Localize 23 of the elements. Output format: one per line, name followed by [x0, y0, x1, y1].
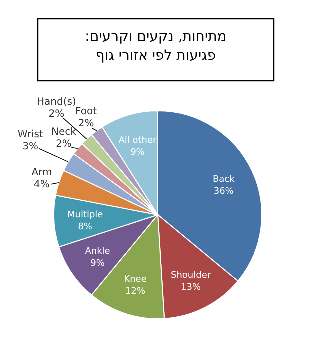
slice-label: Ankle — [85, 246, 111, 257]
data-label: 2% — [48, 109, 65, 120]
data-label: 4% — [34, 179, 50, 190]
data-label: 36% — [214, 187, 234, 198]
slice-label: Arm — [32, 167, 52, 178]
data-label: 8% — [78, 222, 93, 233]
slice-label: Knee — [124, 275, 148, 286]
data-label: 13% — [181, 282, 202, 293]
chart-title: מתיחות, נקעים וקרעים: פגיעות לפי אזורי גוף — [85, 29, 227, 64]
slice-label: Wrist — [18, 130, 44, 141]
slice-label: Neck — [52, 127, 77, 138]
data-label: 3% — [22, 142, 39, 153]
slice-label: Multiple — [67, 210, 104, 221]
data-label: 9% — [90, 258, 106, 269]
slice-label: Foot — [76, 106, 98, 118]
data-label: 2% — [78, 118, 94, 130]
slice-label: Hand(s) — [37, 97, 76, 108]
slice-label: Shoulder — [171, 270, 212, 281]
data-label: 2% — [56, 139, 72, 150]
data-label: 12% — [125, 287, 146, 298]
slice-label: All other — [118, 136, 157, 146]
slice-label: Back — [212, 175, 236, 186]
data-label: 9% — [130, 148, 146, 158]
